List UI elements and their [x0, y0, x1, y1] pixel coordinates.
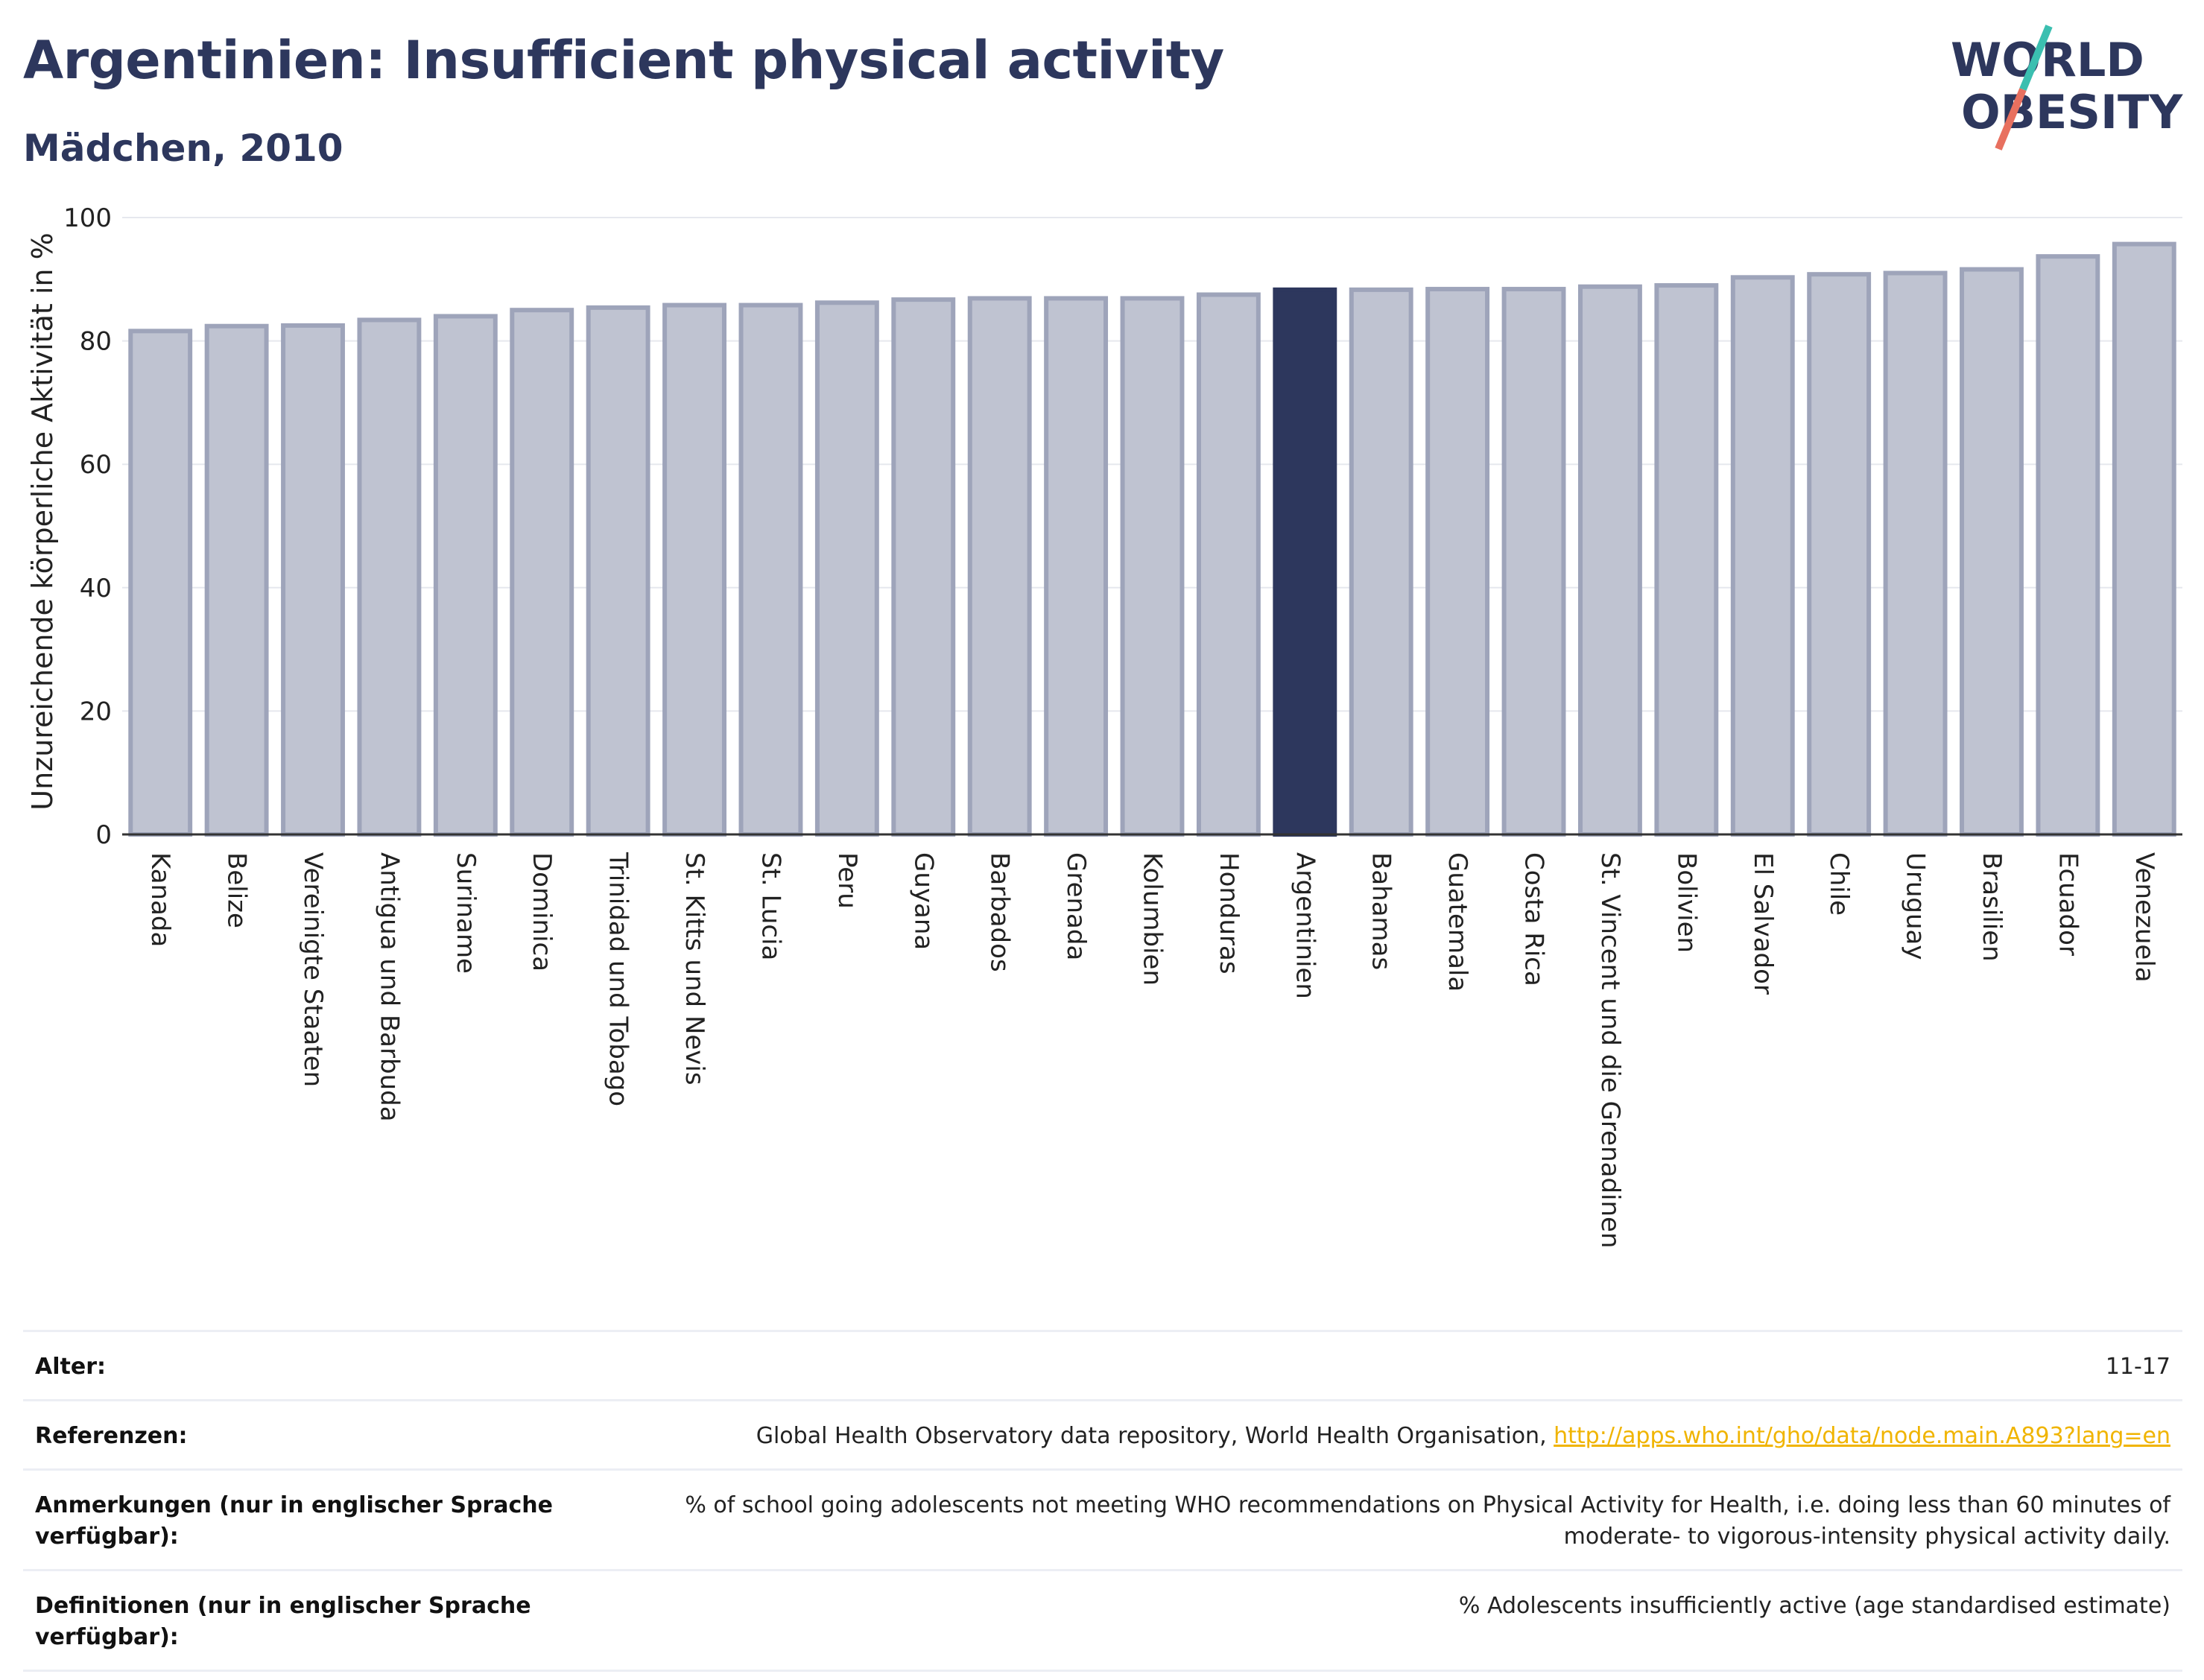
x-category-label: Brasilien	[1977, 852, 2007, 962]
x-category-label: Uruguay	[1901, 852, 1931, 960]
metadata-table: Alter: 11-17 Referenzen: Global Health Obse…	[23, 1330, 2182, 1672]
x-category-label: Bahamas	[1367, 852, 1396, 970]
y-tick-label: 20	[80, 697, 112, 726]
y-axis-title: Unzureichende körperliche Aktivität in %	[26, 232, 59, 810]
bar[interactable]	[586, 305, 650, 837]
metadata-key: Referenzen:	[35, 1423, 188, 1449]
metadata-row: Alter: 11-17	[23, 1330, 2182, 1399]
logo-word-obesity: OBESITY	[1961, 85, 2183, 139]
metadata-value: Global Health Observatory data repositor…	[571, 1421, 2170, 1452]
x-category-label: St. Lucia	[756, 852, 785, 960]
bar[interactable]	[1883, 270, 1948, 837]
bar[interactable]	[433, 314, 498, 837]
x-category-label: Trinidad und Tobago	[604, 852, 633, 1106]
metadata-row: Anmerkungen (nur in englischer Sprache v…	[23, 1468, 2182, 1569]
x-category-label: Argentinien	[1290, 852, 1320, 999]
bar[interactable]	[2112, 241, 2176, 837]
world-obesity-logo[interactable]: WORLD OBESITY	[1937, 22, 2191, 156]
y-tick-label: 60	[80, 450, 112, 480]
x-category-label: Costa Rica	[1519, 852, 1549, 986]
bar-chart: 0 20 40 60 80 100 Kanada Belize Vereinigte Staa…	[26, 203, 2182, 1249]
metadata-key: Definitionen (nur in englischer Sprache …	[35, 1593, 531, 1650]
bar[interactable]	[1960, 267, 2024, 837]
bar-highlight[interactable]	[1273, 287, 1337, 837]
x-category-label: St. Vincent und die Grenadinen	[1595, 852, 1625, 1249]
metadata-value: 11-17	[571, 1351, 2170, 1383]
bar[interactable]	[357, 317, 422, 837]
bar[interactable]	[1730, 275, 1795, 837]
x-category-label: Honduras	[1214, 852, 1244, 974]
metadata-key: Alter:	[35, 1354, 106, 1380]
bar[interactable]	[662, 302, 726, 837]
bar[interactable]	[1578, 284, 1642, 837]
bar[interactable]	[1654, 283, 1719, 837]
metadata-value-text: Global Health Observatory data repositor…	[756, 1423, 1554, 1449]
x-category-label: Kanada	[145, 852, 175, 947]
metadata-row: Referenzen: Global Health Observatory dat…	[23, 1399, 2182, 1468]
x-category-label: Dominica	[527, 852, 557, 971]
bar[interactable]	[1120, 296, 1185, 837]
metadata-value-text: % Adolescents insufficiently active (age…	[1458, 1593, 2170, 1619]
bar[interactable]	[967, 296, 1032, 837]
bar[interactable]	[2036, 254, 2100, 837]
x-category-label: Ecuador	[2053, 852, 2083, 956]
bar[interactable]	[814, 300, 879, 837]
bar[interactable]	[1807, 272, 1872, 837]
x-category-label: Peru	[832, 852, 862, 909]
x-category-label: Antigua und Barbuda	[374, 852, 404, 1122]
x-category-label: Kolumbien	[1138, 852, 1168, 986]
logo-slash-coral	[1995, 88, 2027, 150]
metadata-value-text: 11-17	[2105, 1354, 2170, 1380]
chart-subtitle: Mädchen, 2010	[23, 127, 343, 170]
x-category-label: Vereinigte Staaten	[298, 852, 328, 1087]
bar-layer	[128, 241, 2176, 837]
x-category-label: Belize	[222, 852, 252, 928]
y-tick-label: 100	[63, 203, 112, 233]
x-category-label: Venezuela	[2129, 852, 2159, 983]
bar[interactable]	[1425, 287, 1490, 837]
x-category-label: Suriname	[451, 852, 481, 974]
bar[interactable]	[738, 302, 803, 837]
axis-layer: 0 20 40 60 80 100	[63, 203, 2182, 850]
bar[interactable]	[510, 308, 574, 837]
logo-word-world: WORLD	[1951, 33, 2144, 87]
x-category-label: Guyana	[908, 852, 938, 950]
bar[interactable]	[281, 323, 345, 837]
x-category-label: Bolivien	[1671, 852, 1701, 953]
x-category-label: El Salvador	[1748, 852, 1778, 995]
bar[interactable]	[1044, 296, 1109, 837]
logo-slash-teal	[2019, 25, 2053, 91]
metadata-row: Definitionen (nur in englischer Sprache …	[23, 1569, 2182, 1672]
label-layer: Kanada Belize Vereinigte Staaten Antigua un…	[145, 852, 2159, 1249]
bar[interactable]	[1349, 287, 1413, 837]
chart-title: Argentinien: Insufficient physical activ…	[23, 30, 1224, 91]
reference-link[interactable]: http://apps.who.int/gho/data/node.main.A…	[1554, 1423, 2170, 1449]
y-tick-label: 40	[80, 574, 112, 603]
metadata-value: % of school going adolescents not meetin…	[571, 1490, 2170, 1553]
x-category-label: Barbados	[985, 852, 1015, 972]
bar[interactable]	[204, 323, 269, 837]
x-category-label: Grenada	[1061, 852, 1091, 960]
x-category-label: St. Kitts und Nevis	[680, 852, 709, 1085]
bar[interactable]	[1196, 292, 1261, 837]
y-tick-label: 80	[80, 327, 112, 357]
x-category-label: Guatemala	[1443, 852, 1472, 992]
y-tick-label: 0	[95, 820, 112, 850]
x-category-label: Chile	[1824, 852, 1854, 916]
metadata-value-text: % of school going adolescents not meetin…	[685, 1492, 2170, 1550]
metadata-value: % Adolescents insufficiently active (age…	[571, 1591, 2170, 1622]
metadata-key: Anmerkungen (nur in englischer Sprache v…	[35, 1492, 553, 1550]
bar[interactable]	[128, 329, 193, 837]
bar[interactable]	[1501, 287, 1566, 837]
bar[interactable]	[891, 297, 956, 837]
